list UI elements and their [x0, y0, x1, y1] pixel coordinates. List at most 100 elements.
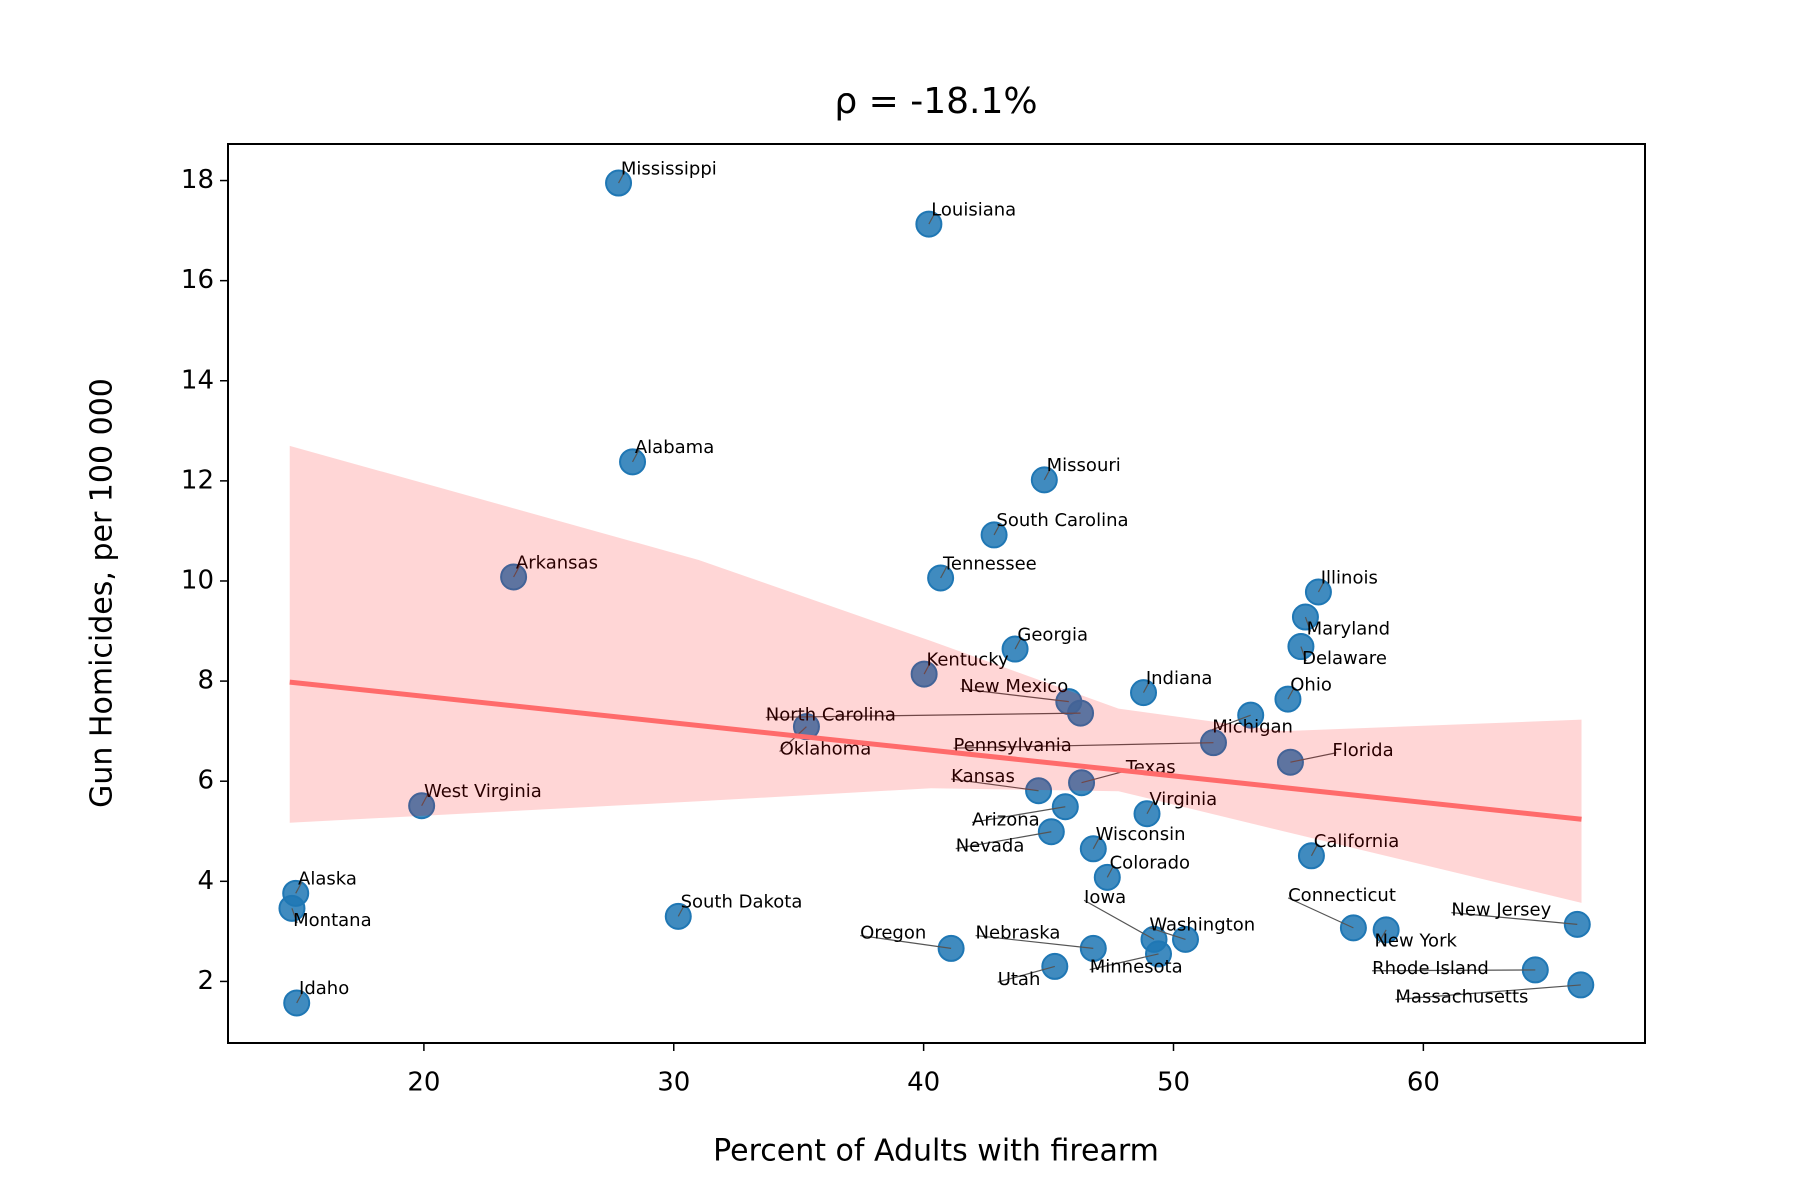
point-label: Iowa [1084, 887, 1126, 908]
label-arrow [1287, 897, 1354, 929]
point-label: North Carolina [766, 704, 896, 725]
point-label: Virginia [1149, 789, 1217, 810]
x-tick-label: 20 [407, 1068, 440, 1098]
x-tick-label: 40 [907, 1068, 940, 1098]
point-label: Rhode Island [1372, 958, 1489, 979]
y-tick-label: 2 [197, 966, 214, 996]
label-arrow [1146, 801, 1154, 815]
point-label: Arkansas [516, 552, 598, 573]
x-tick-label: 50 [1157, 1068, 1190, 1098]
point-label: Washington [1149, 915, 1255, 936]
label-arrow [1290, 752, 1337, 763]
label-arrow [940, 565, 948, 579]
label-arrow [953, 742, 1214, 749]
label-arrow [421, 793, 429, 807]
label-arrow [765, 712, 1081, 719]
chart-title: ρ = -18.1% [834, 81, 1037, 122]
point-label: Delaware [1302, 648, 1387, 669]
point-label: South Dakota [681, 892, 803, 913]
label-arrow [1451, 912, 1578, 925]
label-arrow [955, 831, 1052, 850]
label-arrow [1395, 984, 1581, 1001]
point-label: Michigan [1212, 717, 1293, 738]
label-arrow [677, 904, 686, 917]
label-arrow [1377, 929, 1387, 944]
point-label: Mississippi [621, 158, 717, 179]
point-label: Alaska [298, 869, 357, 890]
y-tick-label: 8 [197, 666, 214, 696]
point-label: Montana [293, 910, 371, 931]
y-tick-label: 6 [197, 766, 214, 796]
label-arrow [1083, 899, 1155, 940]
axes-frame [227, 143, 1646, 1044]
point-label: Tennessee [942, 553, 1037, 574]
point-label: California [1314, 831, 1399, 852]
label-arrow [513, 564, 521, 578]
point-label: Colorado [1110, 853, 1190, 874]
label-arrow [1304, 616, 1312, 632]
label-arrow [1372, 969, 1536, 972]
point-label: Minnesota [1090, 957, 1183, 978]
y-tick-label: 14 [181, 365, 214, 395]
label-arrow [860, 934, 952, 949]
label-arrow [1300, 646, 1307, 662]
point-label: Utah [998, 969, 1041, 990]
point-label: Connecticut [1288, 885, 1396, 906]
label-arrow [1014, 637, 1022, 650]
y-tick-label: 16 [181, 265, 214, 295]
label-arrow [960, 688, 1069, 703]
label-arrow [291, 908, 298, 924]
label-arrow [632, 449, 640, 463]
point-label: Idaho [299, 978, 349, 999]
point-label: Pennsylvania [954, 735, 1072, 756]
label-arrow [1043, 467, 1052, 481]
point-label: Florida [1332, 740, 1393, 761]
label-arrow [997, 965, 1055, 983]
label-arrow [1092, 836, 1101, 850]
label-arrow [1106, 865, 1115, 878]
y-tick-label: 4 [197, 866, 214, 896]
y-tick-label: 12 [181, 465, 214, 495]
x-axis-label: Percent of Adults with firearm [713, 1134, 1159, 1169]
label-arrow [1317, 579, 1326, 593]
plot-area: Mississippi Louisiana Alabama Missouri South… [278, 158, 1595, 1017]
label-arrow [923, 662, 931, 675]
label-arrow [1142, 680, 1151, 693]
label-arrow [951, 778, 1039, 792]
point-label: New Jersey [1451, 900, 1551, 921]
point-label: Indiana [1146, 668, 1213, 689]
confidence-band [289, 445, 1582, 903]
point-label: Wisconsin [1096, 824, 1186, 845]
x-tick-label: 30 [657, 1068, 690, 1098]
point-label: Oregon [860, 923, 926, 944]
point-label: Kansas [951, 766, 1015, 787]
point-label: Arizona [972, 809, 1040, 830]
point-label: New York [1374, 930, 1457, 951]
trend-line [289, 679, 1582, 822]
point-label: Georgia [1017, 624, 1088, 645]
point-label: West Virginia [424, 781, 542, 802]
point-label: Alabama [635, 437, 714, 458]
point-label: Louisiana [931, 199, 1016, 220]
label-arrow [295, 881, 303, 894]
label-arrow [928, 212, 936, 225]
label-arrow [1310, 843, 1319, 857]
label-arrow [975, 934, 1094, 949]
point-label: Nebraska [976, 923, 1061, 944]
point-label: Maryland [1307, 619, 1390, 640]
point-label: Kentucky [926, 649, 1009, 670]
label-arrow [993, 522, 1001, 536]
point-label: Ohio [1290, 674, 1332, 695]
label-arrow [618, 171, 626, 184]
point-label: Nevada [956, 836, 1025, 857]
point-label: New Mexico [960, 676, 1068, 697]
label-arrow [1212, 714, 1251, 731]
y-axis-label: Gun Homicides, per 100 000 [85, 378, 120, 808]
y-tick-label: 18 [181, 165, 214, 195]
x-tick-label: 60 [1407, 1068, 1440, 1098]
label-arrow [1149, 927, 1186, 940]
point-label: South Carolina [996, 510, 1128, 531]
label-arrow [1287, 687, 1295, 700]
point-label: Missouri [1047, 455, 1121, 476]
